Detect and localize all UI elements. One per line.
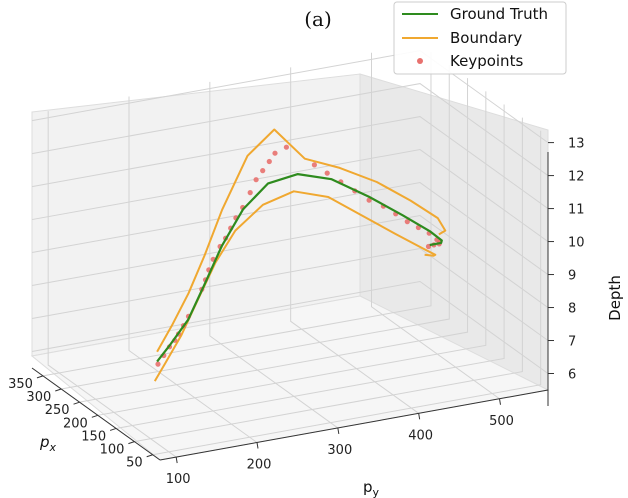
x-tick-mark [36,375,44,379]
grid-line [209,81,339,429]
x-tick-label: 150 [81,429,106,444]
boundary-upper-line [156,128,447,353]
y-tick-mark [256,442,259,449]
x-tick-mark [146,454,153,458]
grid-line [371,52,500,400]
keypoint-marker [155,361,161,367]
panel-label: (a) [304,7,332,31]
z-tick-label: 8 [568,302,576,317]
legend-keypoints-swatch [417,58,423,64]
z-axis-label: Depth [606,275,624,321]
axis-lines [31,152,549,461]
keypoint-marker [311,162,317,168]
grid-line [31,182,549,275]
y-tick-mark [418,413,421,420]
x-tick-mark [128,441,135,445]
z-tick-label: 7 [568,335,576,350]
grid-line [134,117,523,443]
legend-keypoints-label: Keypoints [450,52,523,70]
z-axis-ticks: 6 7 8 9 10 11 12 13 [548,137,585,383]
keypoint-marker [260,168,266,174]
y-tick-mark [175,457,178,464]
legend: Ground Truth Boundary Keypoints [393,1,567,75]
keypoint-marker [253,177,259,183]
y-tick-mark [499,398,501,405]
x-axis-label: px [39,433,57,454]
x-tick-mark [55,388,62,392]
y-axis-ticks: 100 200 300 400 500 [166,398,514,487]
x-tick-label: 200 [63,416,88,431]
keypoint-marker [404,219,410,225]
grid-line [116,104,505,429]
keypoint-marker [366,197,372,203]
series-layer [153,128,447,382]
grid-line [97,91,487,416]
keypoint-marker [247,190,253,196]
y-tick-label: 500 [489,414,514,429]
z-tick-label: 11 [568,203,585,218]
grid-line [31,280,549,374]
x-tick-mark [91,414,98,418]
grid-line [47,111,177,458]
x-tick-label: 50 [126,456,143,471]
grid-line [31,247,549,341]
keypoint-marker [324,170,330,176]
legend-box [393,1,567,75]
z-tick-label: 10 [568,236,585,251]
grid-line [31,215,549,308]
y-axis-label: py [363,478,380,498]
x-tick-label: 250 [45,403,70,418]
y-tick-label: 100 [166,472,191,487]
grid-line [31,83,549,176]
y-tick-label: 200 [247,458,272,473]
x-tick-mark [109,427,117,431]
legend-ground-truth-label: Ground Truth [450,5,548,23]
grid-line [79,78,469,403]
y-tick-label: 400 [408,428,433,443]
grid-line [31,116,549,209]
grid-line [128,96,258,443]
keypoint-marker [266,158,272,165]
grid-line [61,65,450,390]
z-tick-label: 13 [568,137,585,152]
z-tick-label: 12 [568,170,585,185]
x-tick-label: 350 [8,377,33,392]
x-tick-mark [73,401,80,405]
grid-line [290,67,419,414]
keypoint-marker [283,144,289,150]
legend-boundary-label: Boundary [450,29,522,47]
x-tick-label: 300 [26,390,51,405]
y-axis-line [159,389,549,461]
x-axis-line [31,367,161,461]
grid-line [31,149,549,242]
keypoint-marker [272,150,278,156]
grid-line [152,130,542,456]
y-tick-label: 300 [327,443,352,458]
y-tick-mark [337,427,340,434]
ground-truth-line [156,173,443,363]
x-tick-label: 100 [100,443,125,458]
grid-lines [31,50,549,458]
back-panes [30,73,550,461]
boundary-lower-line [153,190,437,382]
z-tick-label: 9 [568,269,576,284]
z-tick-label: 6 [568,368,576,383]
